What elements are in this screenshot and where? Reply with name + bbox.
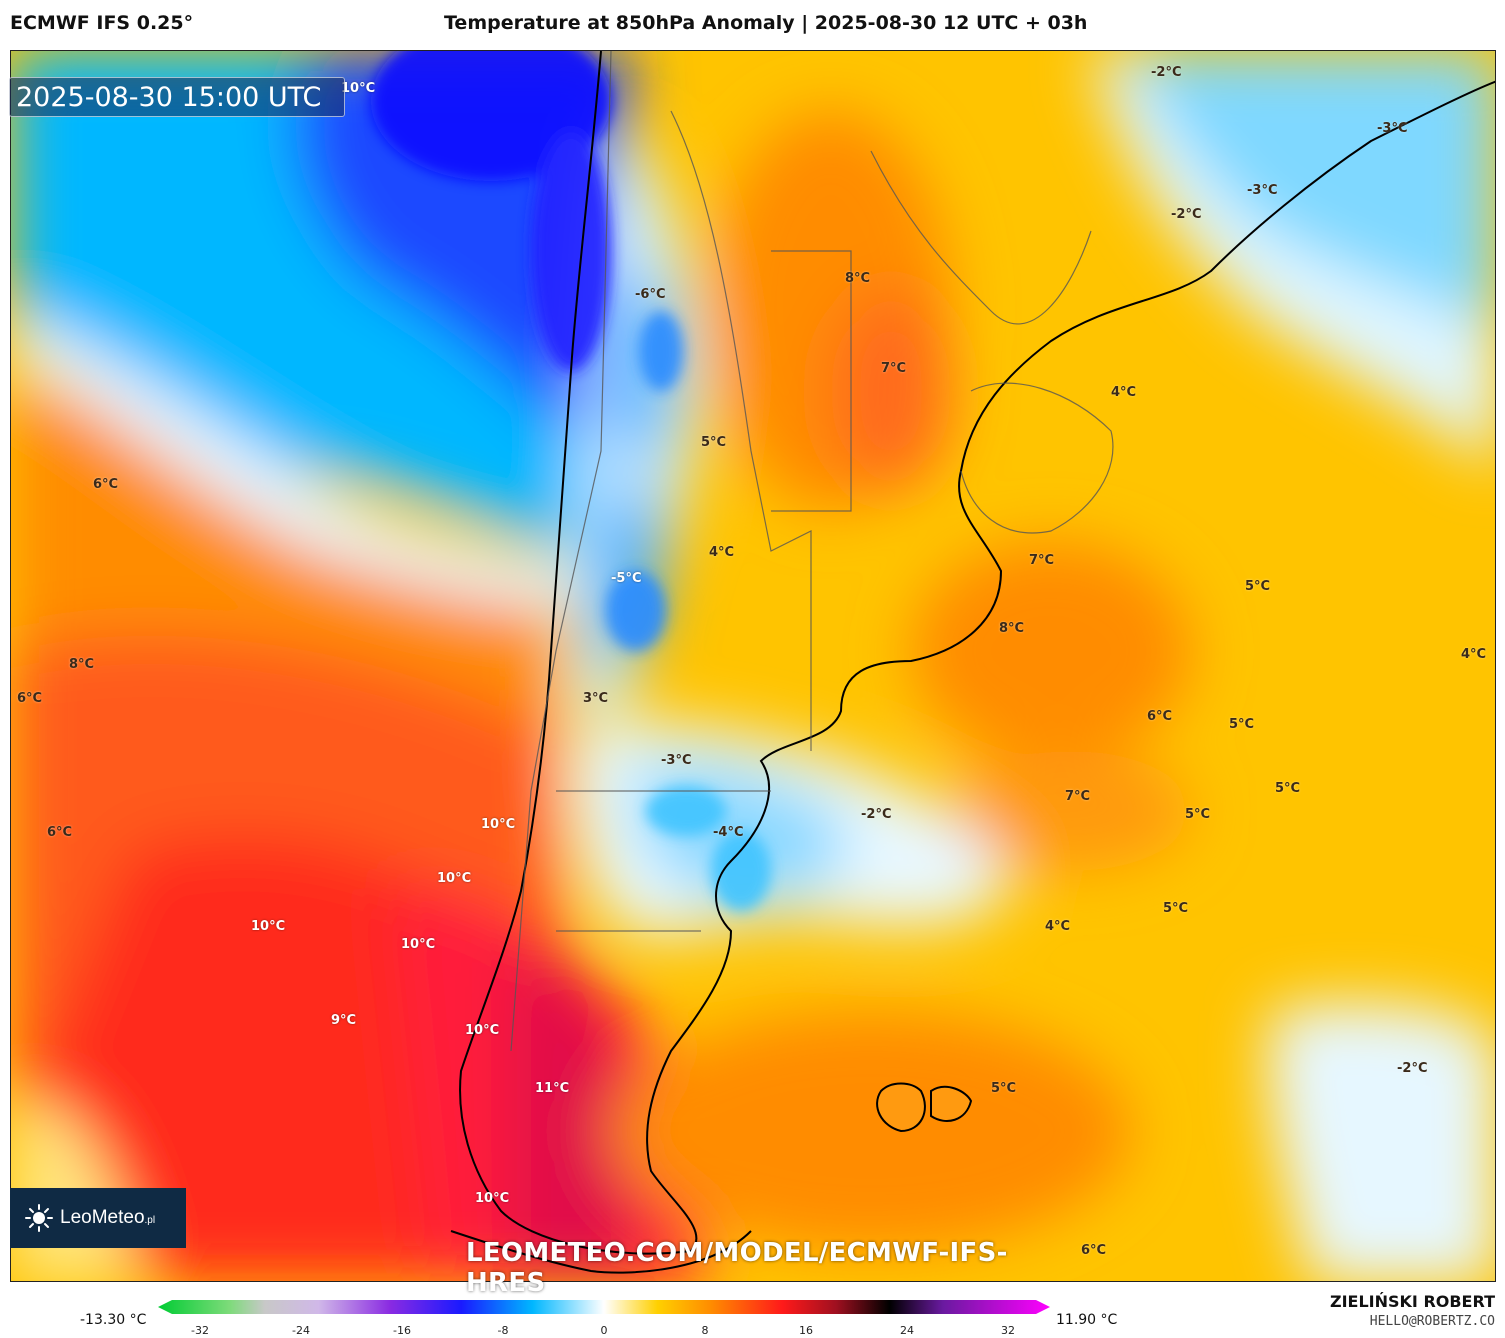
colorbar-ramp bbox=[158, 1300, 1050, 1314]
temp-label: 4°C bbox=[1111, 385, 1137, 400]
valid-time-badge: 2025-08-30 15:00 UTC bbox=[9, 77, 345, 117]
colorbar-tick: 24 bbox=[900, 1324, 914, 1337]
colorbar-tick: 32 bbox=[1001, 1324, 1015, 1337]
temp-label: 8°C bbox=[999, 621, 1025, 636]
temp-label: 10°C bbox=[401, 937, 436, 952]
temp-label: 11°C bbox=[535, 1081, 570, 1096]
temp-label: 8°C bbox=[845, 271, 871, 286]
temp-label: -3°C bbox=[1247, 183, 1278, 198]
temp-label: 4°C bbox=[1045, 919, 1071, 934]
colorbar-tick: -16 bbox=[393, 1324, 411, 1337]
author-email: HELLO@ROBERTZ.CO bbox=[1369, 1314, 1495, 1329]
temp-label: -3°C bbox=[661, 753, 692, 768]
colorbar: -13.30 °C 11.90 °C -32 - bbox=[0, 1290, 1505, 1338]
colorbar-tick: 0 bbox=[600, 1324, 608, 1337]
temp-label: 3°C bbox=[583, 691, 609, 706]
temp-label: 4°C bbox=[1461, 647, 1487, 662]
temp-label: 5°C bbox=[1163, 901, 1189, 916]
colorbar-max-label: 11.90 °C bbox=[1056, 1312, 1118, 1328]
temp-label: -5°C bbox=[611, 571, 642, 586]
temp-label: 7°C bbox=[1065, 789, 1091, 804]
temp-label: -2°C bbox=[861, 807, 892, 822]
temp-label: -2°C bbox=[1151, 65, 1182, 80]
temp-label: 5°C bbox=[991, 1081, 1017, 1096]
temp-label: 10°C bbox=[437, 871, 472, 886]
temp-label: 9°C bbox=[331, 1013, 357, 1028]
temp-label: 6°C bbox=[17, 691, 43, 706]
temp-label: 7°C bbox=[1029, 553, 1055, 568]
temp-label: 5°C bbox=[1245, 579, 1271, 594]
temp-label: 8°C bbox=[69, 657, 95, 672]
model-name: ECMWF IFS 0.25° bbox=[10, 12, 194, 34]
temp-label: 7°C bbox=[881, 361, 907, 376]
sun-icon bbox=[25, 1204, 53, 1232]
temp-label: -3°C bbox=[1377, 121, 1408, 136]
anomaly-field bbox=[11, 51, 1495, 1281]
author-name: ZIELIŃSKI ROBERT bbox=[1329, 1292, 1495, 1311]
chart-title: Temperature at 850hPa Anomaly | 2025-08-… bbox=[444, 12, 1088, 34]
temp-label: -2°C bbox=[1171, 207, 1202, 222]
temp-label: -2°C bbox=[1397, 1061, 1428, 1076]
temp-label: 10°C bbox=[465, 1023, 500, 1038]
colorbar-tick: -24 bbox=[292, 1324, 310, 1337]
temp-label: 6°C bbox=[93, 477, 119, 492]
leometeo-logo: LeoMeteo.pl bbox=[10, 1188, 186, 1248]
temp-label: -4°C bbox=[713, 825, 744, 840]
colorbar-tick: 8 bbox=[701, 1324, 709, 1337]
colorbar-min-label: -13.30 °C bbox=[80, 1312, 147, 1328]
colorbar-tick: 16 bbox=[799, 1324, 813, 1337]
temp-label: 5°C bbox=[1185, 807, 1211, 822]
temp-label: 6°C bbox=[1081, 1243, 1107, 1258]
logo-text: LeoMeteo.pl bbox=[60, 1207, 156, 1228]
temp-label: 6°C bbox=[47, 825, 73, 840]
site-watermark: LEOMETEO.COM/MODEL/ECMWF-IFS-HRES bbox=[466, 1238, 1008, 1298]
map-panel: 10°C -2°C -3°C -3°C -2°C -6°C 8°C 7°C 4°… bbox=[10, 50, 1496, 1282]
colorbar-tick: -32 bbox=[191, 1324, 209, 1337]
temp-label: 10°C bbox=[341, 81, 376, 96]
colorbar-tick: -8 bbox=[497, 1324, 509, 1337]
temp-label: 5°C bbox=[1275, 781, 1301, 796]
temp-label: 10°C bbox=[475, 1191, 510, 1206]
temp-label: 4°C bbox=[709, 545, 735, 560]
temp-label: 6°C bbox=[1147, 709, 1173, 724]
temp-label: 10°C bbox=[481, 817, 516, 832]
temp-label: 10°C bbox=[251, 919, 286, 934]
temp-label: 5°C bbox=[701, 435, 727, 450]
temp-label: 5°C bbox=[1229, 717, 1255, 732]
temp-label: -6°C bbox=[635, 287, 666, 302]
